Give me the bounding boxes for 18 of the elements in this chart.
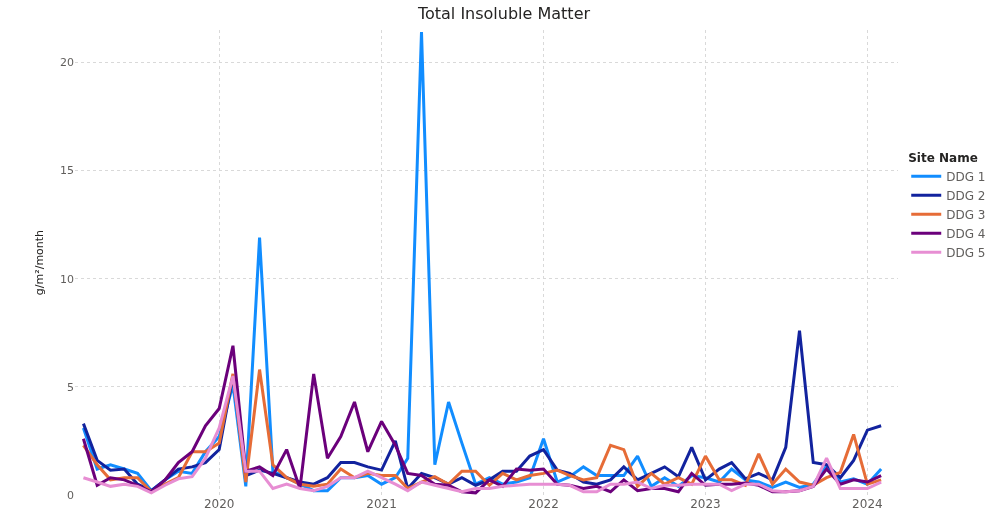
y-tick-label: 5 <box>67 380 74 394</box>
x-tick-label: 2024 <box>852 497 883 511</box>
legend-label: DDG 2 <box>946 188 986 203</box>
y-tick-label: 15 <box>60 164 74 178</box>
y-tick-label: 10 <box>60 272 74 286</box>
legend-title: Site Name <box>908 150 978 165</box>
x-tick-label: 2023 <box>690 497 721 511</box>
y-tick-label: 0 <box>67 488 74 502</box>
x-tick-label: 2021 <box>366 497 397 511</box>
x-tick-label: 2020 <box>203 497 235 511</box>
y-axis-title: g/m²/month <box>33 229 46 296</box>
legend-label: DDG 1 <box>946 169 986 184</box>
x-tick-label: 2022 <box>528 497 559 511</box>
legend-label: DDG 4 <box>946 226 986 241</box>
y-tick-label: 20 <box>60 56 74 70</box>
legend-label: DDG 3 <box>946 207 986 222</box>
chart-title: Total Insoluble Matter <box>416 4 591 24</box>
legend-label: DDG 5 <box>946 245 986 260</box>
